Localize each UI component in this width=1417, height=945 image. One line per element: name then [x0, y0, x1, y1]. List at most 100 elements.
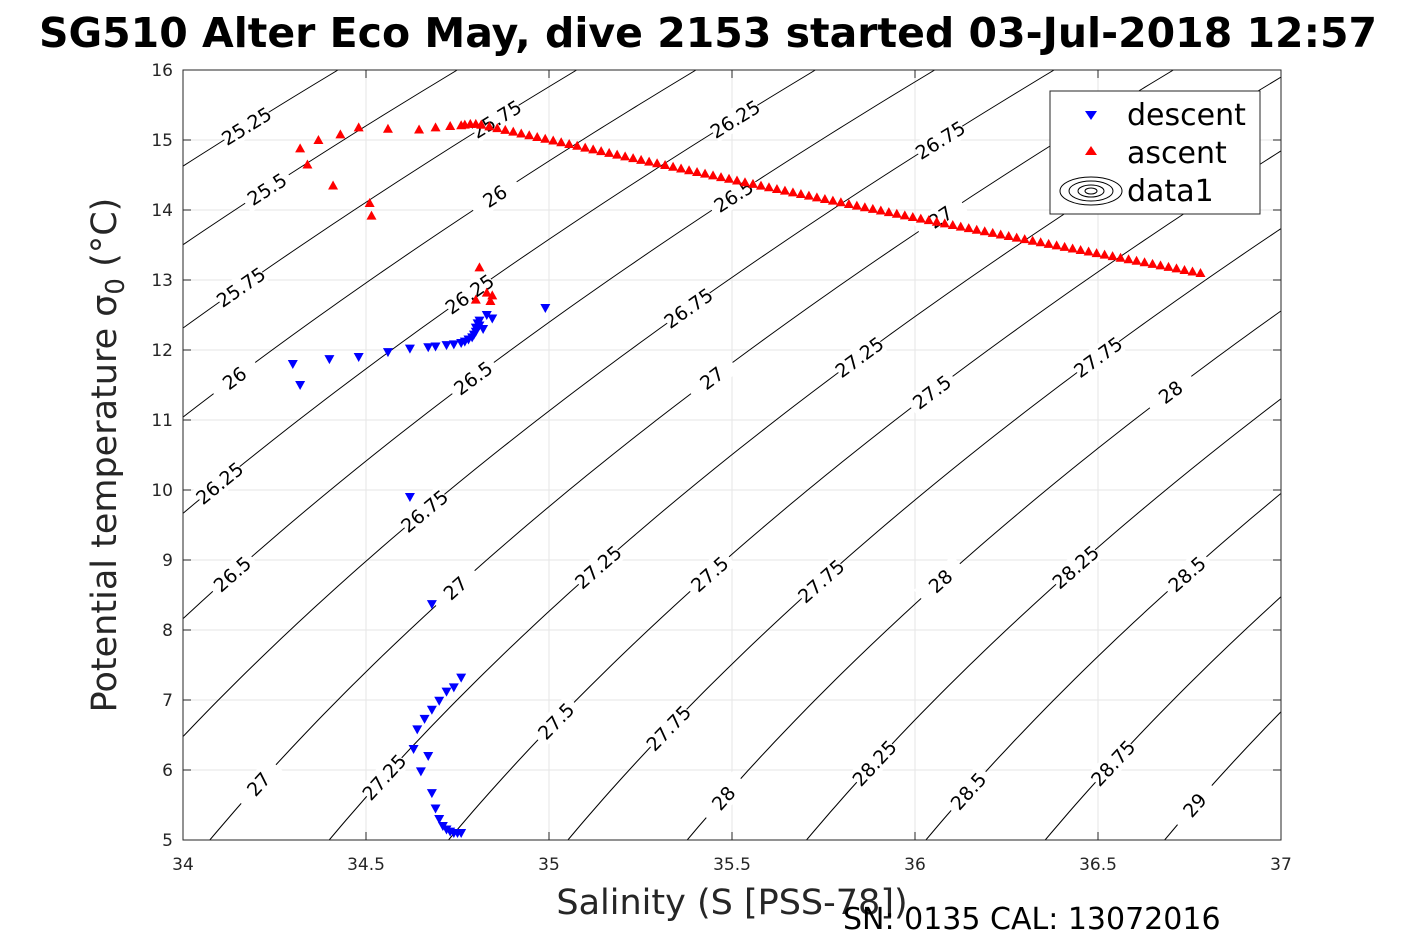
contour-label-bg — [232, 757, 285, 811]
ascent-point — [580, 142, 591, 152]
ascent-point — [692, 166, 703, 176]
descent-point — [426, 600, 437, 610]
ascent-point — [819, 193, 830, 203]
ascent-point — [827, 195, 838, 205]
contour-label-bg — [529, 694, 582, 748]
ascent-point — [1187, 266, 1198, 276]
ascent-point — [1163, 261, 1174, 271]
ascent-point — [1003, 231, 1014, 241]
y-axis-ticks: 5 6 7 8 9 10 11 12 13 14 15 16 — [151, 61, 1281, 851]
ascent-point — [724, 173, 735, 183]
ascent-point — [795, 189, 806, 199]
legend-descent-label: descent — [1127, 98, 1246, 133]
ascent-point — [644, 156, 655, 166]
isopycnal-line — [183, 70, 459, 246]
contour-label-bg — [642, 701, 695, 755]
descent-point — [287, 360, 298, 369]
ascent-point — [811, 192, 822, 202]
x-tick-label: 34 — [172, 855, 194, 875]
ascent-point — [899, 210, 910, 220]
ascent-point — [835, 197, 846, 207]
contour-label-bg — [1048, 541, 1103, 593]
contour-label-bg — [912, 116, 969, 164]
legend: descent ascent data1 — [1049, 90, 1261, 215]
descent-point — [419, 714, 430, 724]
y-tick-label: 7 — [162, 691, 173, 711]
isopycnal-line — [805, 398, 1281, 840]
y-tick-label: 12 — [151, 341, 173, 361]
isopycnal-line — [183, 70, 817, 515]
ascent-point — [843, 198, 854, 208]
ascent-point — [430, 122, 441, 132]
ascent-point — [476, 119, 487, 129]
ascent-point — [732, 175, 743, 185]
descent-point — [404, 344, 415, 354]
ascent-point — [851, 200, 862, 210]
descent-point — [426, 789, 437, 799]
ascent-point — [891, 208, 902, 218]
ascent-point — [771, 183, 782, 193]
ascent-point — [1171, 263, 1182, 273]
y-tick-label: 10 — [151, 481, 173, 501]
ascent-point — [1059, 241, 1070, 251]
ascent-point — [995, 229, 1006, 239]
ascent-point — [485, 296, 496, 305]
contour-label-bg — [445, 353, 501, 403]
ascent-point — [540, 133, 551, 143]
ascent-point — [1115, 252, 1126, 262]
x-tick-label: 37 — [1270, 855, 1292, 875]
ascent-point — [915, 213, 926, 223]
contour-label-bg — [358, 750, 410, 804]
descent-point — [423, 752, 434, 761]
ascent-point — [1131, 255, 1142, 265]
y-tick-label: 9 — [162, 551, 173, 571]
x-tick-label: 35.5 — [713, 855, 751, 875]
contour-label-bg — [192, 458, 247, 508]
ascent-point — [763, 182, 774, 192]
contour-label-bg — [1087, 736, 1139, 790]
legend-data1-label: data1 — [1127, 174, 1214, 209]
contour-label-bg — [213, 263, 269, 311]
descent-point — [540, 304, 551, 313]
ascent-point — [1011, 232, 1022, 242]
descent-point — [441, 341, 452, 351]
ascent-point — [353, 122, 364, 132]
contour-label-bg — [428, 562, 482, 614]
contour-label-bg — [684, 353, 740, 403]
ascent-point — [604, 147, 615, 157]
ascent-point — [883, 207, 894, 217]
ascent-point — [1123, 254, 1134, 264]
descent-point — [456, 673, 467, 683]
descent-point — [382, 348, 393, 358]
contour-label-bg — [468, 95, 525, 143]
ascent-point — [1139, 257, 1150, 267]
ascent-point — [612, 149, 623, 159]
contour-label-bg — [441, 270, 498, 318]
ascent-point — [1195, 268, 1206, 277]
ascent-point — [875, 205, 886, 215]
ascent-point — [971, 224, 982, 234]
contour-label-bg — [942, 764, 994, 818]
ascent-point — [445, 121, 456, 130]
contour-label-bg — [206, 353, 262, 403]
ascent-point — [1147, 258, 1158, 268]
descent-point — [415, 767, 426, 777]
legend-ascent-label: ascent — [1127, 136, 1227, 171]
isopycnal-line — [209, 70, 1175, 840]
ascent-point — [564, 139, 575, 149]
ascent-point — [556, 137, 567, 147]
ascent-point — [1099, 249, 1110, 259]
ascent-point — [636, 154, 647, 164]
ascent-point — [676, 163, 687, 173]
ascent-point — [907, 211, 918, 221]
y-axis-label-unit-text: (°C) — [85, 198, 125, 267]
y-axis-label-subscript: 0 — [101, 278, 131, 295]
ascent-point — [487, 290, 498, 300]
descent-point — [430, 804, 441, 814]
descent-point — [408, 745, 419, 754]
contour-label-bg — [707, 95, 764, 143]
ascent-point — [1075, 245, 1086, 255]
isopycnal-line — [686, 310, 1281, 840]
ascent-point — [755, 180, 766, 190]
ascent-point — [1051, 240, 1062, 250]
